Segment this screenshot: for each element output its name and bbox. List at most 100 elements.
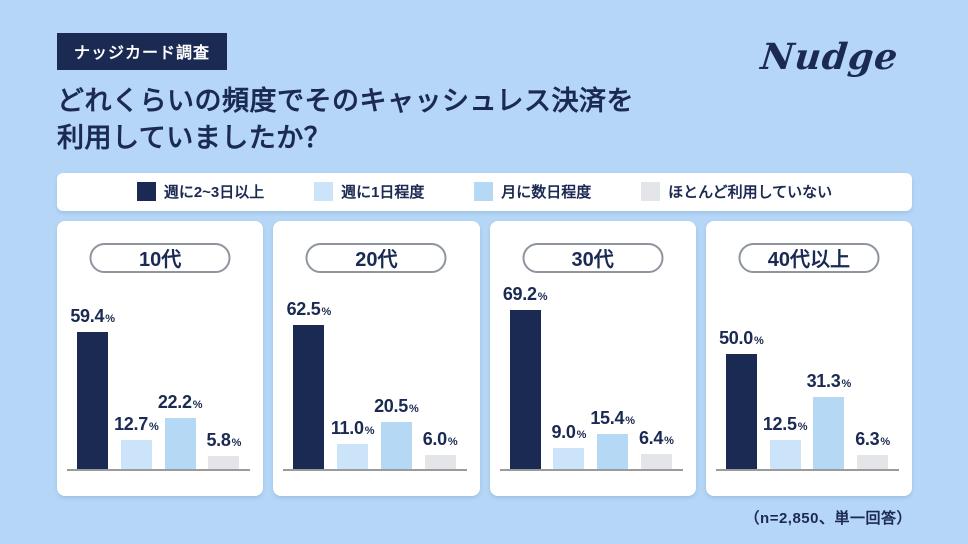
legend-item: 月に数日程度	[474, 181, 591, 202]
bar	[208, 455, 240, 469]
bar-value-label: 6.0%	[423, 429, 458, 450]
bar-value-label: 22.2%	[157, 391, 203, 413]
bar-value-label: 69.2%	[502, 283, 548, 305]
chart-legend: 週に2~3日以上 週に1日程度 月に数日程度 ほとんど利用していない	[57, 172, 912, 211]
bar-value-number: 6.4	[638, 427, 664, 448]
bar-column: 15.4%	[590, 407, 635, 469]
bar-column: 22.2%	[157, 391, 203, 469]
bar-column: 11.0%	[331, 418, 374, 469]
bar	[597, 433, 628, 469]
sample-size-note: （n=2,850、単一回答）	[744, 509, 912, 527]
percent-sign: %	[364, 424, 375, 437]
bar-value-number: 12.5	[762, 413, 797, 434]
bar-value-number: 31.3	[806, 370, 841, 391]
bar-column: 69.2%	[502, 283, 548, 469]
axis-baseline	[715, 468, 899, 471]
bar	[337, 443, 368, 469]
percent-sign: %	[447, 435, 458, 448]
bar	[509, 309, 541, 469]
bar-group: 50.0% 12.5% 31.3% 6.3%	[719, 327, 894, 469]
legend-swatch-icon	[136, 182, 156, 201]
bar-value-number: 69.2	[502, 283, 537, 304]
bar	[77, 331, 108, 469]
bar-value-number: 62.5	[286, 298, 321, 319]
bar-value-label: 50.0%	[719, 327, 764, 349]
bar-column: 6.4%	[635, 428, 678, 469]
bar	[725, 353, 757, 469]
bar-value-label: 5.8%	[206, 430, 241, 451]
bar	[857, 454, 888, 469]
age-group-label: 20代	[305, 242, 447, 273]
bar-value-number: 59.4	[70, 305, 105, 326]
bar	[640, 453, 672, 469]
bar-column: 6.0%	[419, 429, 462, 469]
age-group-label: 30代	[522, 242, 664, 273]
percent-sign: %	[231, 436, 242, 449]
chart-panels: 10代 59.4% 12.7% 22.2% 5.8% 20代 62.5% 11.0% 20.5%…	[57, 220, 912, 496]
legend-item: ほとんど利用していない	[641, 181, 832, 202]
percent-sign: %	[841, 377, 851, 390]
bar	[164, 417, 196, 469]
title-line-2: 利用していましたか？	[57, 123, 332, 154]
percent-sign: %	[321, 305, 331, 318]
bar-value-label: 9.0%	[551, 422, 586, 443]
bar	[293, 324, 325, 469]
bar	[424, 454, 456, 469]
percent-sign: %	[664, 434, 674, 447]
legend-swatch-icon	[474, 182, 494, 201]
bar-value-label: 15.4%	[590, 407, 635, 429]
bar-value-number: 22.2	[157, 391, 192, 412]
percent-sign: %	[148, 420, 159, 433]
bar-column: 31.3%	[806, 370, 852, 469]
age-group-panel: 20代 62.5% 11.0% 20.5% 6.0%	[273, 220, 480, 496]
bar-value-label: 6.3%	[855, 429, 890, 450]
bar-column: 50.0%	[719, 327, 764, 469]
bar-column: 9.0%	[547, 422, 590, 469]
percent-sign: %	[576, 428, 587, 441]
bar-group: 62.5% 11.0% 20.5% 6.0%	[287, 299, 461, 469]
bar-value-number: 15.4	[590, 407, 625, 428]
age-group-label: 10代	[89, 242, 231, 273]
bar-value-number: 6.0	[422, 428, 447, 449]
percent-sign: %	[625, 414, 635, 427]
legend-label: ほとんど利用していない	[668, 184, 833, 201]
bar-value-label: 12.5%	[762, 413, 808, 435]
age-group-panel: 30代 69.2% 9.0% 15.4% 6.4%	[489, 220, 696, 496]
age-group-panel: 10代 59.4% 12.7% 22.2% 5.8%	[57, 220, 264, 496]
nudge-logo: Nudge	[758, 36, 901, 78]
bar-column: 12.7%	[114, 414, 159, 469]
bar-column: 59.4%	[70, 305, 115, 469]
bar-value-label: 12.7%	[114, 414, 159, 435]
legend-label: 週に2~3日以上	[163, 184, 265, 201]
bar-value-label: 20.5%	[374, 396, 419, 417]
bar	[769, 439, 801, 469]
bar-value-label: 62.5%	[286, 298, 332, 320]
percent-sign: %	[105, 312, 115, 325]
axis-baseline	[283, 468, 467, 471]
bar-group: 59.4% 12.7% 22.2% 5.8%	[70, 305, 245, 469]
bar	[380, 421, 412, 469]
bar	[813, 396, 845, 469]
bar-value-number: 50.0	[719, 327, 753, 348]
legend-swatch-icon	[314, 182, 334, 201]
bar	[120, 439, 152, 469]
legend-item: 週に1日程度	[314, 181, 424, 202]
percent-sign: %	[408, 402, 419, 415]
axis-baseline	[499, 468, 683, 471]
axis-baseline	[67, 468, 251, 471]
bar-column: 20.5%	[374, 396, 419, 469]
page-title: どれくらいの頻度でそのキャッシュレス決済を 利用していましたか？	[57, 83, 912, 158]
bar-column: 62.5%	[286, 298, 332, 469]
bar-value-number: 6.3	[855, 428, 880, 449]
bar-value-label: 31.3%	[806, 370, 852, 392]
bar-column: 6.3%	[851, 429, 894, 469]
survey-badge: ナッジカード調査	[57, 33, 228, 70]
percent-sign: %	[797, 420, 808, 433]
bar-column: 12.5%	[762, 413, 808, 469]
bar-value-label: 11.0%	[331, 418, 375, 439]
title-line-1: どれくらいの頻度でそのキャッシュレス決済を	[57, 86, 634, 116]
bar	[553, 447, 585, 469]
percent-sign: %	[753, 334, 764, 347]
bar-column: 5.8%	[202, 430, 245, 469]
